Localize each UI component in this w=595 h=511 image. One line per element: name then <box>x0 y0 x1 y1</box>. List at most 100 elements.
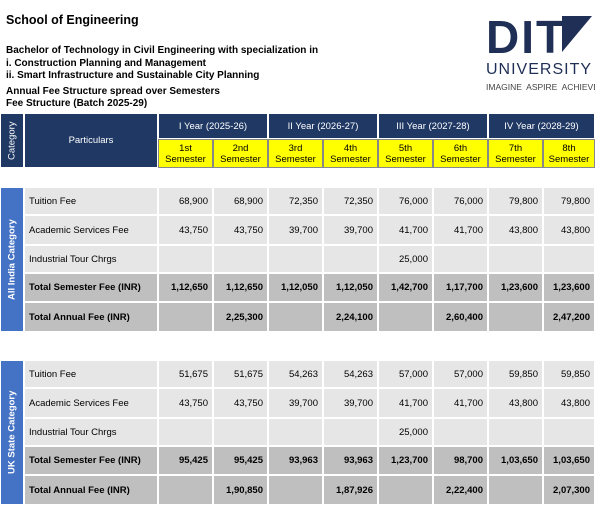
semester-label: Semester <box>385 153 426 165</box>
semester-label: Semester <box>330 153 371 165</box>
fee-value: 59,850 <box>488 360 543 388</box>
annual-value: 2,07,300 <box>543 475 595 505</box>
semester-header: 5th Semester <box>378 139 433 168</box>
fee-value: 72,350 <box>323 187 378 215</box>
semester-label: Semester <box>165 153 206 165</box>
fee-value: 51,675 <box>213 360 268 388</box>
fee-value: 43,800 <box>543 388 595 418</box>
logo-name: UNIVERSITY <box>486 61 593 78</box>
particular: Industrial Tour Chrgs <box>24 418 158 446</box>
school: School of Engineering <box>6 13 139 27</box>
semester-header: 8th Semester <box>543 139 595 168</box>
annual-label: Total Annual Fee (INR) <box>24 302 158 332</box>
annual-spacer <box>158 302 213 332</box>
fee-value: 43,800 <box>543 215 595 245</box>
semester-label: 1st <box>179 142 192 154</box>
annual-spacer <box>488 302 543 332</box>
fee-value: 41,700 <box>433 215 488 245</box>
fee-value: 43,750 <box>158 215 213 245</box>
fee-value <box>543 418 595 446</box>
semester-label: 5th <box>398 142 413 154</box>
annual-spacer <box>158 475 213 505</box>
semester-label: 4th <box>343 142 358 154</box>
fee-value: 39,700 <box>323 215 378 245</box>
category-header: Category <box>0 113 24 168</box>
annual-label: Total Annual Fee (INR) <box>24 475 158 505</box>
program: Bachelor of Technology in Civil Engineer… <box>6 45 319 56</box>
annual-spacer <box>268 302 323 332</box>
fee-value <box>488 245 543 273</box>
semester-header: 4th Semester <box>323 139 378 168</box>
category-label: All India Category <box>0 187 24 332</box>
fee-value <box>268 418 323 446</box>
fee-value: 54,263 <box>268 360 323 388</box>
fee-value <box>323 418 378 446</box>
fee-value: 1,12,650 <box>213 273 268 302</box>
fee-value <box>268 245 323 273</box>
annual-spacer <box>268 475 323 505</box>
particular: Total Semester Fee (INR) <box>24 273 158 302</box>
logo-tagline: IMAGINE ASPIRE ACHIEVE <box>486 82 595 92</box>
fee-value <box>323 245 378 273</box>
particular: Total Semester Fee (INR) <box>24 446 158 475</box>
fee-value: 68,900 <box>213 187 268 215</box>
year-header: I Year (2025-26) <box>158 113 268 139</box>
semester-header: 1st Semester <box>158 139 213 168</box>
particular: Industrial Tour Chrgs <box>24 245 158 273</box>
fee-value <box>213 418 268 446</box>
fee-value <box>488 418 543 446</box>
semester-header: 7th Semester <box>488 139 543 168</box>
fee-value <box>543 245 595 273</box>
semester-label: Semester <box>440 153 481 165</box>
fee-value: 72,350 <box>268 187 323 215</box>
semester-label: 3rd <box>288 142 303 154</box>
fee-value: 43,800 <box>488 215 543 245</box>
fee-value: 25,000 <box>378 245 433 273</box>
fee-value: 1,17,700 <box>433 273 488 302</box>
fee-value: 93,963 <box>323 446 378 475</box>
fee-value: 1,03,650 <box>488 446 543 475</box>
fee-value: 1,12,050 <box>268 273 323 302</box>
fee-value: 41,700 <box>433 388 488 418</box>
annual-value: 2,60,400 <box>433 302 488 332</box>
category-label: UK State Category <box>0 360 24 505</box>
fee-value: 1,12,050 <box>323 273 378 302</box>
semester-label: Semester <box>275 153 316 165</box>
fee-value <box>213 245 268 273</box>
fee-value: 68,900 <box>158 187 213 215</box>
fee-value: 43,750 <box>213 388 268 418</box>
particular: Tuition Fee <box>24 360 158 388</box>
particulars-header: Particulars <box>24 113 158 168</box>
particular: Tuition Fee <box>24 187 158 215</box>
annual-value: 2,25,300 <box>213 302 268 332</box>
annual-value: 2,22,400 <box>433 475 488 505</box>
annual-spacer <box>378 302 433 332</box>
fee-value: 1,03,650 <box>543 446 595 475</box>
semester-label: 8th <box>562 142 576 154</box>
annual-value: 1,90,850 <box>213 475 268 505</box>
spec: i. Construction Planning and Management <box>6 58 207 69</box>
fee-value: 79,800 <box>543 187 595 215</box>
semester-label: 7th <box>508 142 523 154</box>
year-header: IV Year (2028-29) <box>488 113 595 139</box>
fee-value: 54,263 <box>323 360 378 388</box>
fee-value: 1,23,600 <box>543 273 595 302</box>
fee-value: 43,750 <box>213 215 268 245</box>
fee-value: 95,425 <box>158 446 213 475</box>
annual-value: 2,47,200 <box>543 302 595 332</box>
semester-label: Semester <box>220 153 261 165</box>
annual-value: 2,24,100 <box>323 302 378 332</box>
fee-value: 51,675 <box>158 360 213 388</box>
fee-value: 39,700 <box>268 215 323 245</box>
fee-value <box>158 418 213 446</box>
fee-value: 1,23,600 <box>488 273 543 302</box>
fee-value: 25,000 <box>378 418 433 446</box>
fee-value: 1,42,700 <box>378 273 433 302</box>
logo-mark: DIT <box>486 11 567 63</box>
spec: ii. Smart Infrastructure and Sustainable… <box>6 70 260 81</box>
semester-label: Semester <box>548 153 590 165</box>
semester-header: 3rd Semester <box>268 139 323 168</box>
fee-value: 76,000 <box>433 187 488 215</box>
fee-value: 93,963 <box>268 446 323 475</box>
